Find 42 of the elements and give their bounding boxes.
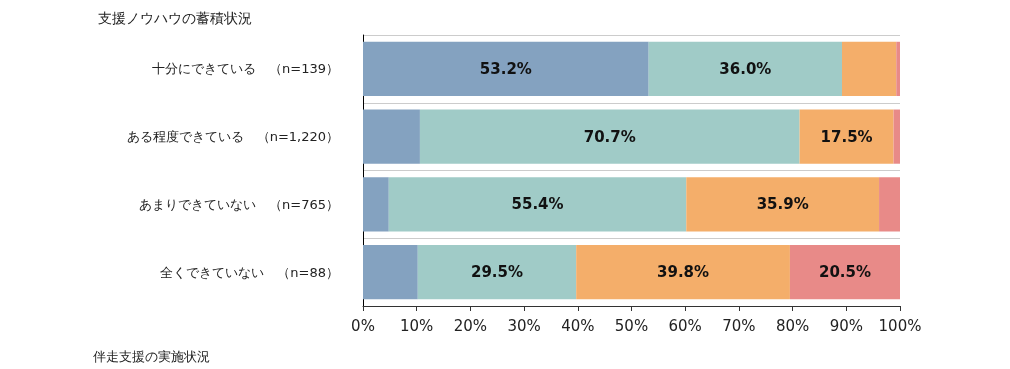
bar (363, 41, 649, 96)
x-tick-label: 30% (507, 316, 541, 335)
data-label: 20.5% (818, 263, 871, 282)
x-tick-label: 40% (561, 316, 595, 335)
x-tick-label: 50% (614, 316, 649, 335)
bar (419, 109, 800, 164)
bar (896, 41, 900, 96)
bar (363, 245, 418, 300)
y-tick-label: 全くできていない （n=88） (160, 264, 339, 280)
data-label: 55.4% (511, 195, 564, 214)
bar (417, 245, 577, 300)
text: 伴走支援の実施状況 (93, 349, 210, 364)
x-tick-label: 20% (453, 316, 488, 335)
bar (648, 41, 842, 96)
bar (686, 177, 880, 232)
data-label: 35.9% (756, 195, 809, 214)
x-tick-label: 100% (878, 316, 922, 335)
text: 支援ノウハウの蓄積状況 (98, 10, 252, 26)
y-tick-label: ある程度できている （n=1,220） (126, 129, 339, 145)
data-label: 17.5% (820, 127, 873, 146)
data-label: 39.8% (657, 263, 710, 282)
x-tick-label: 80% (775, 316, 810, 335)
x-tick-label: 70% (722, 316, 756, 335)
x-tick-label: 0% (351, 316, 375, 335)
y-tick-label: 十分にできている （n=139） (152, 61, 339, 77)
data-label: 29.5% (470, 263, 523, 282)
bar (388, 177, 687, 232)
data-label: 70.7% (583, 127, 636, 146)
x-tick-label: 90% (829, 316, 863, 335)
bar (842, 41, 897, 96)
y-tick-label: あまりできていない （n=765） (139, 196, 339, 212)
bar (789, 245, 900, 300)
data-label: 53.2% (479, 59, 532, 78)
data-label: 36.0% (719, 59, 772, 78)
bar (893, 109, 900, 164)
bar (576, 245, 790, 300)
bar (363, 109, 420, 164)
bar (879, 177, 900, 232)
x-tick-label: 60% (668, 316, 702, 335)
bar (363, 177, 389, 232)
bar (799, 109, 894, 164)
x-tick-label: 10% (400, 316, 434, 335)
